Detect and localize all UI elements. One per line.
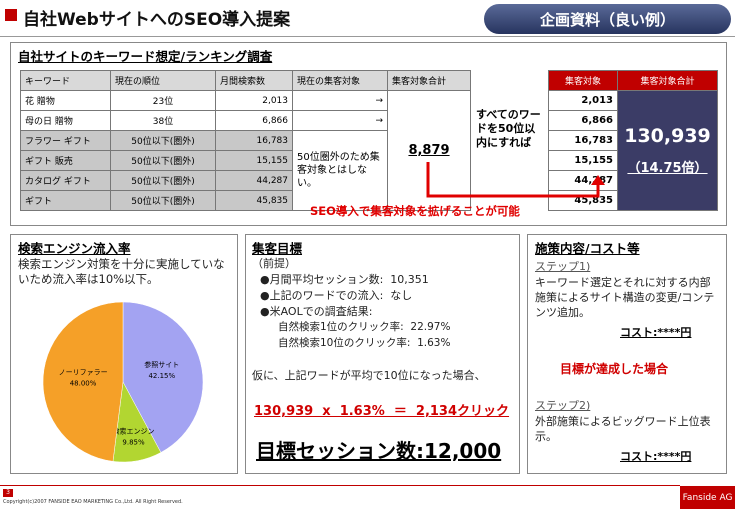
target-sessions: 目標セッション数:12,000 [256, 439, 502, 463]
inflow-heading: 検索エンジン流入率 [18, 241, 131, 256]
pie-value-label: 9.85% [122, 439, 145, 447]
pie-label: ノーリファラー [59, 368, 108, 376]
goal-list: ●月間平均セッション数: 10,351 ●上記のワードでの流入: なし ●米AOLで… [0, 0, 450, 349]
ranking-table: キーワード 現在の順位 月間検索数 現在の集客対象 集客対象合計花 贈物 23位 2,013… [0, 0, 735, 230]
table-cell: 16,783 [215, 130, 293, 151]
target-value: 44,287 [548, 170, 618, 191]
column-header: 現在の集客対象 [292, 70, 388, 91]
target-value: 45,835 [548, 190, 618, 211]
achieved: 目標が達成した場合 [560, 362, 669, 376]
column-header: キーワード [20, 70, 111, 91]
plan-heading: 施策内容/コスト等 [535, 241, 640, 256]
column-header: 現在の順位 [110, 70, 216, 91]
table-cell: 50位以下(圏外) [110, 170, 216, 191]
pie-chart: 参照サイト 42.15% 検索エンジン 9.85% ノーリファラー 48.00% [42, 301, 204, 463]
pie-value-label: 42.15% [148, 372, 175, 380]
pie-label: 参照サイト [144, 360, 179, 369]
pie-slice [42, 301, 124, 462]
target-header: 集客対象合計 [617, 70, 718, 91]
table-cell: 6,866 [215, 110, 293, 131]
cost1: コスト:****円 [620, 326, 692, 339]
step2: ステップ2) [535, 399, 591, 412]
cost2: コスト:****円 [620, 450, 692, 463]
target-value: 2,013 [548, 90, 618, 111]
target-value: 15,155 [548, 150, 618, 171]
bullet: ●月間平均セッション数: 10,351 [260, 273, 429, 286]
table-cell: 2,013 [215, 90, 293, 111]
table-cell: ギフト 販売 [20, 150, 111, 171]
table-cell: 44,287 [215, 170, 293, 191]
target-header: 集客対象 [548, 70, 618, 91]
excluded-note: 50位圏外のため集客対象とはしない。 [292, 130, 388, 211]
badge: 企画資料（良い例） [484, 4, 731, 34]
bullet: ●米AOLでの調査結果: [260, 305, 373, 318]
target-total: 130,939 [624, 125, 711, 147]
table-cell: 38位 [110, 110, 216, 131]
table-cell: 15,155 [215, 150, 293, 171]
table-cell: 45,835 [215, 190, 293, 211]
title: 自社WebサイトへのSEO導入提案 [23, 10, 291, 30]
title-rule [0, 36, 735, 37]
goal-heading: 集客目標 [252, 241, 303, 256]
table-cell: カタログ ギフト [20, 170, 111, 191]
ranking-heading: 自社サイトのキーワード想定/ランキング調査 [18, 49, 273, 64]
assumption: 仮に、上記ワードが平均で10位になった場合、 [252, 369, 486, 382]
table-cell: → [292, 90, 388, 111]
condition: すべてのワードを50位以内にすれば [476, 108, 541, 149]
footer-rule [0, 485, 680, 486]
ratio: （14.75倍） [627, 161, 708, 176]
pie-label: 検索エンジン [113, 427, 155, 436]
sub-item: 自然検索1位のクリック率: 22.97% [278, 321, 451, 333]
table-cell: ギフト [20, 190, 111, 211]
table-cell: → [292, 110, 388, 131]
premise: （前提） [252, 257, 296, 270]
formula: 130,939 x 1.63% ＝ 2,134クリック [254, 404, 510, 419]
brand: Fanside AG [680, 486, 735, 509]
table-cell: 50位以下(圏外) [110, 150, 216, 171]
pie-value-label: 48.00% [70, 379, 97, 387]
target-value: 6,866 [548, 110, 618, 131]
table-cell: 50位以下(圏外) [110, 190, 216, 211]
target-value: 16,783 [548, 130, 618, 151]
step1: ステップ1) [535, 260, 591, 273]
table-cell: 母の日 贈物 [20, 110, 111, 131]
callout: SEO導入で集客対象を拡げることが可能 [310, 204, 520, 218]
table-cell: 50位以下(圏外) [110, 130, 216, 151]
pie-slice [122, 301, 204, 453]
copyright: Copyright(c)2007 FANSIDE EAO MARKETING C… [3, 499, 183, 505]
current-total: 8,879 [387, 90, 471, 211]
table-cell: フラワー ギフト [20, 130, 111, 151]
column-header: 集客対象合計 [387, 70, 471, 91]
goal-panel [245, 234, 520, 474]
table-cell: 花 贈物 [20, 90, 111, 111]
plan-panel [527, 234, 727, 474]
title-marker [5, 9, 17, 21]
page-number: 3 [3, 489, 13, 497]
target-total-cell: 130,939 （14.75倍） [617, 90, 718, 211]
step1-text: キーワード選定とそれに対する内部施策によるサイト構造の変更/コンテンツ追加。 [535, 276, 715, 319]
step2-text: 外部施策によるビッグワード上位表示。 [535, 415, 711, 443]
inflow-text: 検索エンジン対策を十分に実施していないため流入率は10%以下。 [18, 257, 225, 286]
table-cell: 23位 [110, 90, 216, 111]
sub-item: 自然検索10位のクリック率: 1.63% [278, 337, 451, 349]
column-header: 月間検索数 [215, 70, 293, 91]
bullet: ●上記のワードでの流入: なし [260, 289, 413, 302]
